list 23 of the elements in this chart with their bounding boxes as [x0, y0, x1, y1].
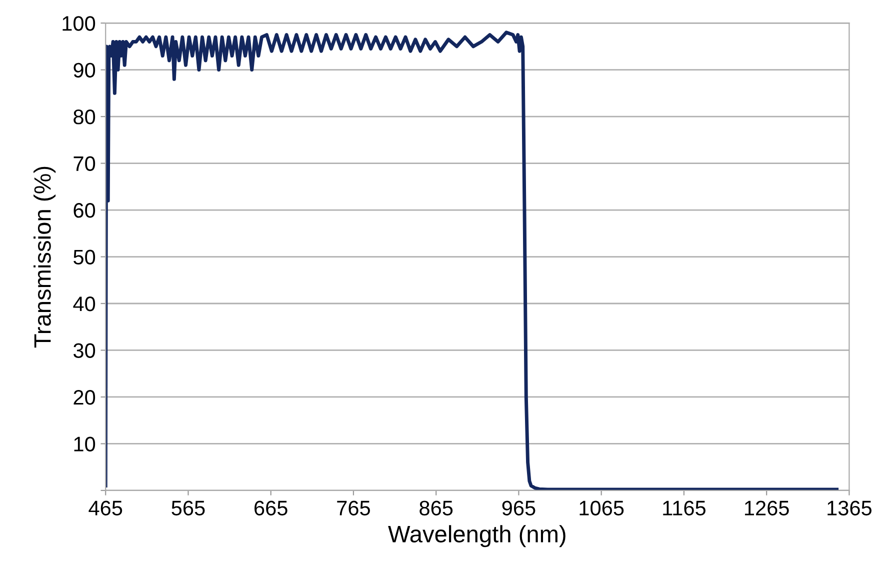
- x-tick-label: 665: [254, 500, 288, 516]
- y-tick-label: 100: [62, 16, 96, 31]
- x-tick-label: 1265: [744, 500, 789, 516]
- x-tick-label: 865: [420, 500, 453, 516]
- y-tick-label: 60: [74, 203, 96, 218]
- x-tick-label: 565: [172, 500, 205, 516]
- x-axis-title: Wavelength (nm): [388, 525, 566, 548]
- y-tick-label: 80: [74, 110, 96, 124]
- line-series: [106, 30, 839, 490]
- y-tick-label: 50: [74, 250, 96, 265]
- y-axis-title: Transmission (%): [34, 166, 56, 348]
- y-tick-label: 90: [74, 62, 96, 78]
- x-tick-label: 1065: [580, 500, 624, 516]
- x-tick-label: 1365: [828, 500, 872, 516]
- x-tick-label: 465: [88, 500, 122, 516]
- y-tick-label: 40: [73, 296, 96, 312]
- x-tick-label: 1165: [663, 500, 706, 516]
- y-tick-label: 20: [74, 390, 96, 405]
- x-tick-label: 765: [337, 500, 370, 516]
- y-tick-label: 10: [74, 436, 96, 452]
- x-tick-label: 965: [502, 500, 536, 516]
- y-tick-label: 70: [74, 156, 96, 172]
- y-tick-label: 30: [74, 343, 96, 358]
